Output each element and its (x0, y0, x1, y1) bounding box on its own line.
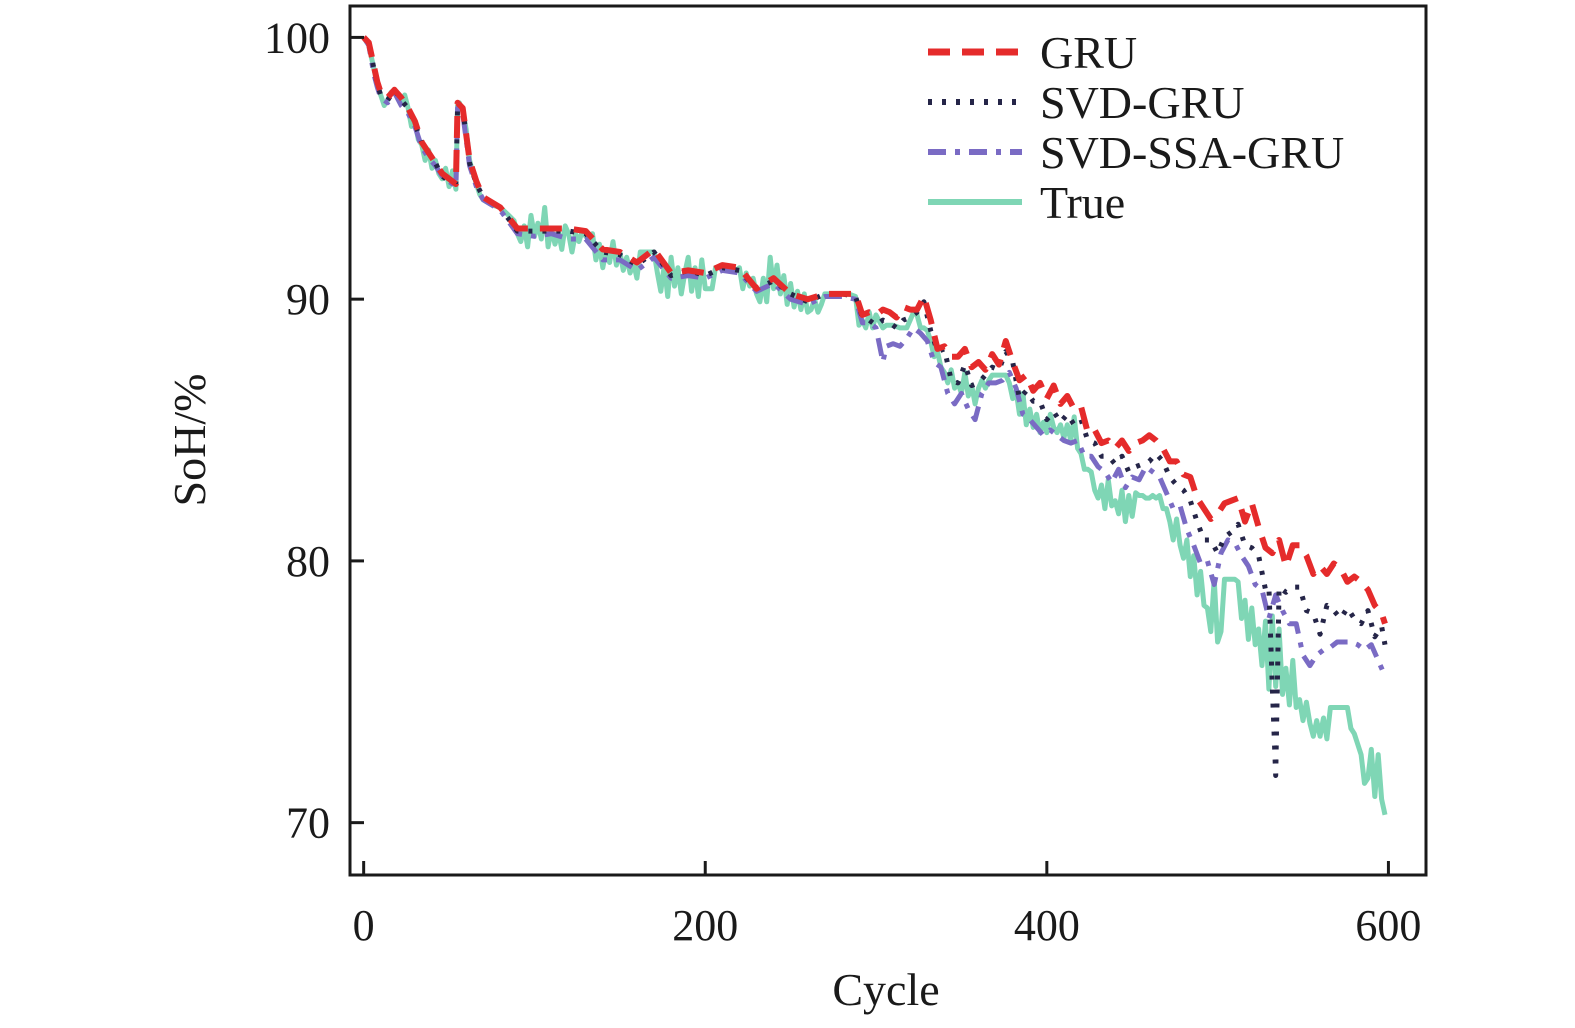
x-axis-title: Cycle (832, 964, 939, 1015)
series-line-svd-ssa-gru (361, 36, 1388, 678)
y-axis-ticks: 70 80 90 100 (264, 13, 364, 848)
legend-label: True (1040, 177, 1125, 228)
y-tick-label: 80 (286, 537, 330, 586)
y-axis-title: SoH/% (164, 374, 215, 507)
x-axis-ticks: 0 200 400 600 (353, 861, 1421, 950)
legend-label: SVD-SSA-GRU (1040, 127, 1344, 178)
x-tick-label: 0 (353, 901, 375, 950)
x-tick-label: 600 (1355, 901, 1421, 950)
plot-frame (348, 4, 1428, 877)
series-layer (361, 35, 1388, 816)
y-tick-label: 100 (264, 13, 330, 62)
y-tick-label: 70 (286, 799, 330, 848)
y-tick-label: 90 (286, 275, 330, 324)
series-line-gru (361, 35, 1388, 625)
x-tick-label: 200 (672, 901, 738, 950)
legend-label: SVD-GRU (1040, 77, 1244, 128)
legend-label: GRU (1040, 27, 1137, 78)
x-tick-label: 400 (1014, 901, 1080, 950)
